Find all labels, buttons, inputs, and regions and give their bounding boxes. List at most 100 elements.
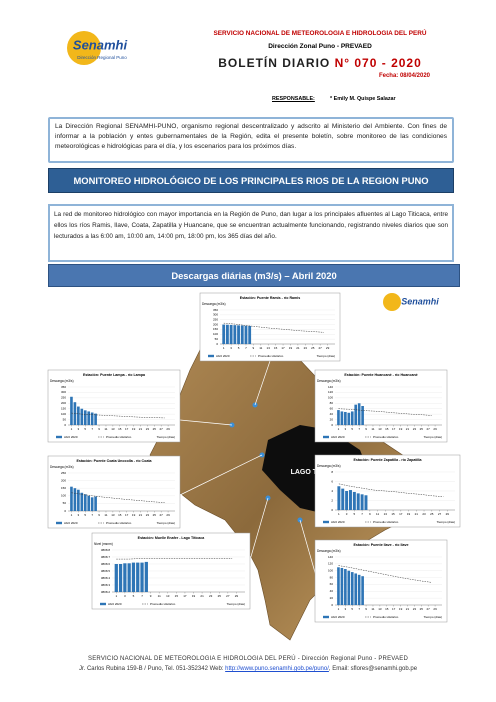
legend-swatch [323, 615, 329, 619]
x-tick-label: 23 [146, 513, 150, 517]
y-tick-label: 250 [213, 318, 218, 322]
bar [118, 564, 123, 592]
y-tick-label: 150 [61, 486, 66, 490]
legend-label: Promedio Histórico [373, 615, 399, 619]
x-tick-label: 19 [399, 607, 403, 611]
bar [226, 324, 229, 344]
x-tick-label: 7 [245, 346, 247, 350]
x-tick-label: 15 [274, 346, 278, 350]
legend-label: Abril 2020 [331, 520, 345, 524]
bar [345, 491, 349, 510]
x-tick-label: 9 [365, 427, 367, 431]
x-tick-label: 9 [365, 607, 367, 611]
y-axis-label: Descarga (m3/s) [50, 465, 74, 469]
bar [83, 494, 87, 511]
x-tick-label: 5 [351, 607, 353, 611]
x-tick-label: 3 [346, 512, 348, 516]
x-tick-label: 15 [175, 594, 179, 598]
bar [350, 411, 354, 425]
x-tick-label: 7 [358, 607, 360, 611]
x-axis-label: Tiempo (días) [424, 615, 442, 619]
x-tick-label: 21 [139, 427, 143, 431]
y-tick-label: 250 [61, 396, 66, 400]
y-tick-label: 200 [213, 322, 218, 326]
x-tick-label: 21 [406, 607, 410, 611]
x-tick-label: 3 [345, 427, 347, 431]
y-tick-label: 20 [330, 596, 334, 600]
bar [360, 494, 364, 510]
map-logo-sun [383, 293, 401, 311]
x-tick-label: 11 [104, 427, 107, 431]
legend-label: Promedio Histórico [258, 354, 284, 358]
bar [341, 488, 345, 510]
legend-swatch [100, 602, 106, 606]
legend-swatch [323, 520, 329, 524]
x-tick-label: 11 [371, 607, 374, 611]
legend-label: Abril 2020 [331, 435, 345, 439]
logo-name: Senamhi [73, 37, 128, 52]
x-tick-label: 11 [376, 512, 379, 516]
bar [87, 411, 91, 425]
bar [83, 410, 87, 425]
x-tick-label: 17 [399, 512, 403, 516]
x-axis-label: Tiempo (días) [424, 435, 442, 439]
y-tick-label: 2 [331, 498, 333, 502]
x-tick-label: 13 [378, 427, 382, 431]
x-tick-label: 17 [392, 427, 396, 431]
footer-line: SERVICIO NACIONAL DE METEOROLOGIA E HIDR… [88, 656, 408, 662]
x-tick-label: 1 [223, 346, 225, 350]
bar [77, 489, 80, 511]
bar [357, 403, 361, 425]
chart-title: Estación: Puente Zapatilla - río Zapatil… [353, 458, 422, 462]
bar [361, 576, 364, 605]
x-tick-label: 5 [351, 427, 353, 431]
x-tick-label: 21 [296, 346, 300, 350]
y-tick-label: 20 [330, 417, 334, 421]
y-tick-label: 6 [331, 479, 333, 483]
legend-label: Promedio Histórico [373, 520, 399, 524]
bar [347, 412, 351, 425]
x-tick-label: 21 [406, 427, 410, 431]
x-tick-label: 17 [183, 594, 187, 598]
y-tick-label: 80 [330, 575, 334, 579]
x-tick-label: 27 [226, 594, 230, 598]
x-tick-label: 25 [420, 607, 424, 611]
y-tick-label: 0 [64, 423, 66, 427]
x-tick-label: 21 [200, 594, 204, 598]
y-tick-label: 100 [328, 569, 333, 573]
x-tick-label: 27 [427, 607, 431, 611]
bar [229, 324, 233, 344]
chart-frame [314, 369, 448, 443]
x-axis-label: Tiempo (días) [227, 602, 245, 606]
x-tick-label: 5 [84, 513, 86, 517]
x-tick-label: 1 [338, 607, 340, 611]
title-text: BOLETÍN DIARIO [218, 56, 331, 70]
y-tick-label: 50 [63, 501, 67, 505]
x-tick-label: 13 [166, 594, 170, 598]
y-axis-label: Nivel (msnm) [94, 542, 113, 546]
x-tick-label: 11 [259, 346, 262, 350]
bar [233, 325, 237, 344]
y-tick-label: 140 [328, 555, 333, 559]
bar [244, 325, 248, 344]
x-tick-label: 23 [304, 346, 308, 350]
x-axis-label: Tiempo (días) [157, 435, 175, 439]
x-tick-label: 19 [132, 513, 136, 517]
x-tick-label: 21 [415, 512, 419, 516]
bar [237, 325, 240, 344]
x-tick-label: 7 [358, 427, 360, 431]
x-tick-label: 9 [150, 594, 152, 598]
x-tick-label: 23 [146, 427, 150, 431]
bar [123, 563, 127, 592]
bar [90, 412, 94, 425]
bar [87, 495, 91, 511]
y-tick-label: 100 [61, 412, 66, 416]
x-tick-label: 23 [209, 594, 213, 598]
y-tick-label: 200 [61, 478, 66, 482]
y-tick-label: 50 [63, 417, 67, 421]
line [338, 483, 444, 497]
x-tick-label: 17 [281, 346, 285, 350]
chart-title: Estación: Puente Ilave - río Ilave [354, 543, 409, 547]
web-link[interactable]: http://www.puno.senamhi.gob.pe/puno/ [225, 666, 329, 672]
